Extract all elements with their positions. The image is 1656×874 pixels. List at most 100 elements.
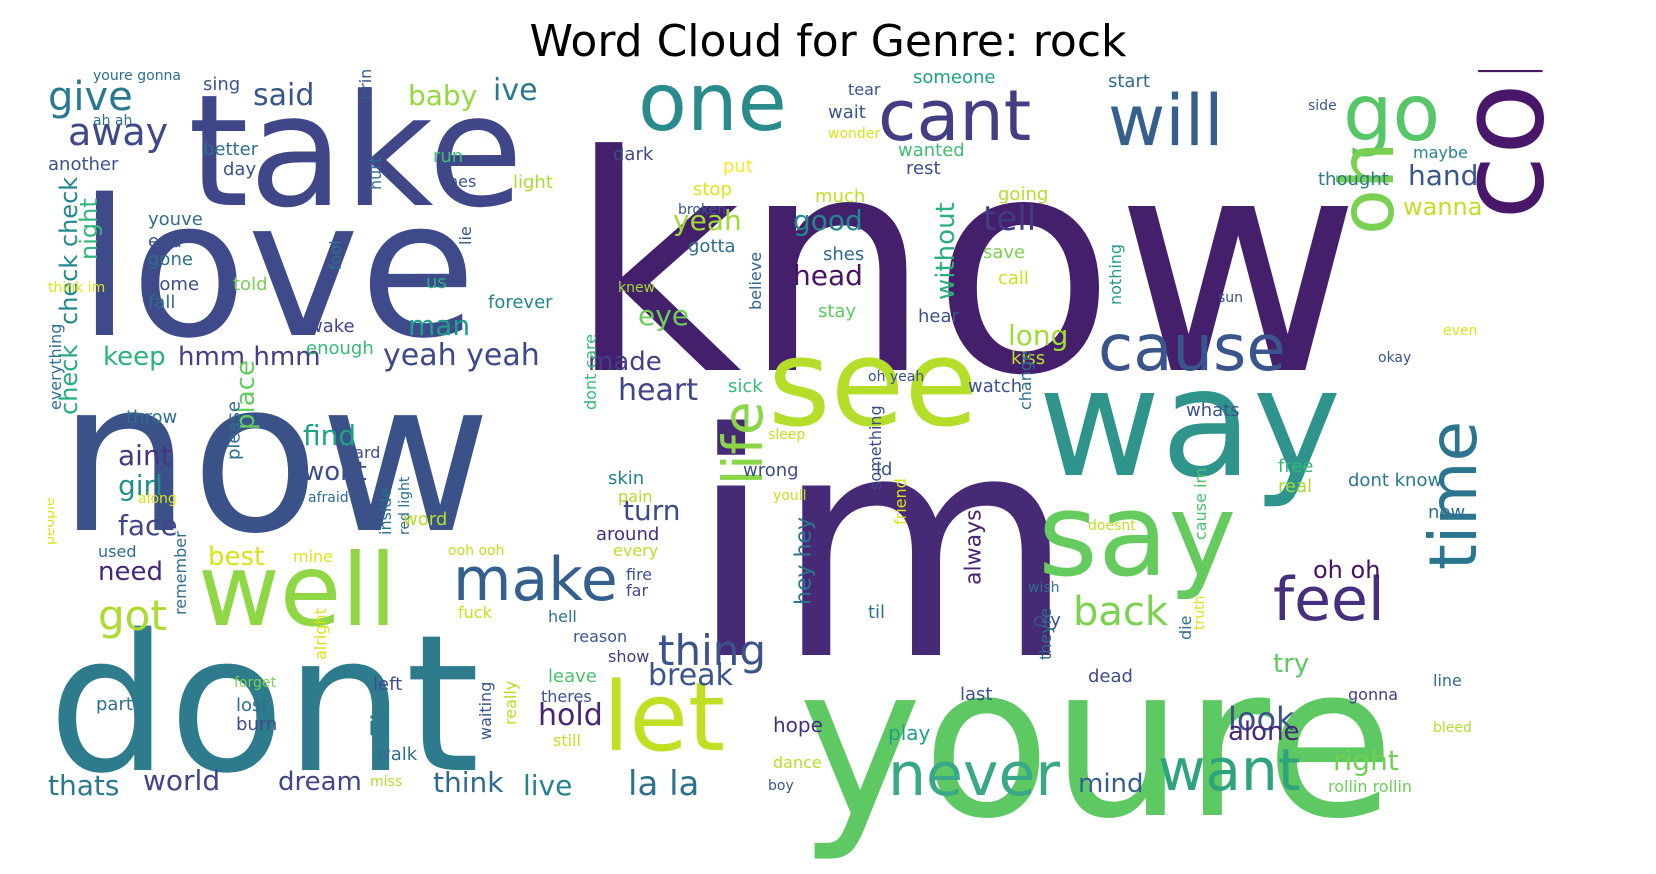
word-til: til (868, 602, 885, 623)
word-sleep: sleep (768, 427, 805, 443)
word-dark: dark (613, 144, 654, 165)
word-want: want (1158, 736, 1300, 804)
word-throw: throw (126, 407, 177, 428)
word-ah-ah: ah ah (93, 113, 132, 129)
word-really: really (501, 681, 520, 725)
word-someone: someone (913, 70, 996, 88)
word-theres: theres (541, 687, 592, 706)
word-fire: fire (626, 565, 652, 584)
word-inside: inside (376, 488, 395, 535)
word-hold: hold (538, 698, 603, 733)
word-dont-care: dont care (581, 334, 600, 410)
word-come: come (1432, 70, 1570, 220)
word-kiss: kiss (1011, 348, 1045, 369)
word-youve: youve (148, 209, 203, 230)
word-far: far (626, 581, 648, 600)
word-tell: tell (983, 199, 1036, 239)
word-skin: skin (608, 468, 644, 489)
word-cry: cry (1033, 610, 1061, 631)
word-start: start (1108, 71, 1150, 92)
word-hmm-hmm: hmm hmm (178, 342, 321, 372)
word-thing: thing (658, 626, 766, 675)
word-will: will (1108, 80, 1224, 162)
word-leave: leave (548, 666, 597, 687)
word-red-light: red light (397, 476, 413, 535)
word-never: never (888, 740, 1060, 810)
word-change: change (1016, 351, 1035, 410)
word-alright: alright (311, 608, 330, 660)
word-wanna: wanna (1403, 193, 1482, 221)
word-around: around (596, 524, 659, 545)
word-know: know (568, 92, 1361, 441)
word-mind: mind (1078, 769, 1144, 799)
word-going: going (998, 184, 1048, 205)
word-forever: forever (488, 292, 553, 313)
word-long: long (1008, 319, 1068, 352)
word-mine: mine (293, 547, 333, 566)
word-good: good (793, 204, 863, 237)
word-man: man (408, 309, 470, 342)
word-wake: wake (308, 316, 355, 337)
word-play: play (888, 721, 931, 745)
word-enough: enough (306, 338, 374, 359)
word-fall: fall (148, 292, 175, 313)
word-everything: everything (48, 324, 65, 410)
word-fool: fool (326, 240, 345, 270)
word-go: go (1343, 70, 1440, 159)
word-lost: lost (236, 695, 268, 716)
word-yeah: yeah (673, 204, 742, 237)
word-ill: ill (368, 712, 390, 742)
word-oh-yeah: oh yeah (868, 369, 924, 385)
word-something: something (866, 405, 885, 490)
word-wonder: wonder (828, 126, 880, 142)
word-head: head (793, 259, 863, 292)
word-friend: friend (891, 478, 910, 525)
word-rest: rest (906, 158, 941, 179)
word-boy: boy (768, 778, 794, 794)
word-us: us (426, 272, 447, 293)
word-another: another (48, 154, 119, 175)
word-line: line (1433, 671, 1462, 690)
word-knew: knew (618, 280, 655, 296)
word-broken: broken (678, 202, 726, 218)
word-wrong: wrong (743, 460, 799, 481)
word-life: life (711, 401, 775, 485)
word-fuck: fuck (458, 603, 493, 622)
word-check-check: check check (55, 177, 83, 325)
word-hard: hard (344, 443, 380, 462)
word-heart: heart (618, 373, 698, 408)
word-dead: dead (1088, 666, 1133, 687)
word-put: put (723, 156, 753, 177)
word-wish: wish (1028, 580, 1060, 596)
word-cause-im: cause im (1191, 468, 1210, 540)
word-wanted: wanted (898, 140, 965, 161)
word-save: save (983, 242, 1025, 263)
word-right: right (1333, 744, 1399, 777)
word-feel: feel (1273, 565, 1385, 635)
word-last: last (960, 684, 992, 705)
word-alone: alone (1228, 717, 1300, 747)
word-part: part (96, 694, 133, 715)
word-bring: bring (356, 70, 375, 100)
word-turn: turn (623, 494, 681, 527)
word-call: call (998, 268, 1029, 289)
word-girl: girl (118, 469, 163, 502)
word-night: night (75, 198, 103, 260)
word-face: face (118, 509, 178, 542)
word-new: new (1428, 502, 1465, 523)
word-bleed: bleed (1433, 720, 1472, 736)
word-dont-know: dont know (1348, 470, 1442, 491)
word-pain: pain (618, 487, 653, 506)
word-forget: forget (234, 675, 277, 691)
word-ooh-ooh: ooh ooh (448, 543, 504, 559)
word-sun: sun (1218, 290, 1243, 306)
word-without: without (931, 202, 961, 300)
word-better: better (203, 139, 259, 160)
word-sick: sick (728, 376, 763, 397)
word-need: need (98, 557, 163, 587)
word-place: place (231, 360, 261, 430)
word-shes: shes (823, 244, 864, 265)
word-please: please (223, 401, 244, 460)
word-real: real (1278, 476, 1312, 497)
word-find: find (303, 419, 356, 452)
